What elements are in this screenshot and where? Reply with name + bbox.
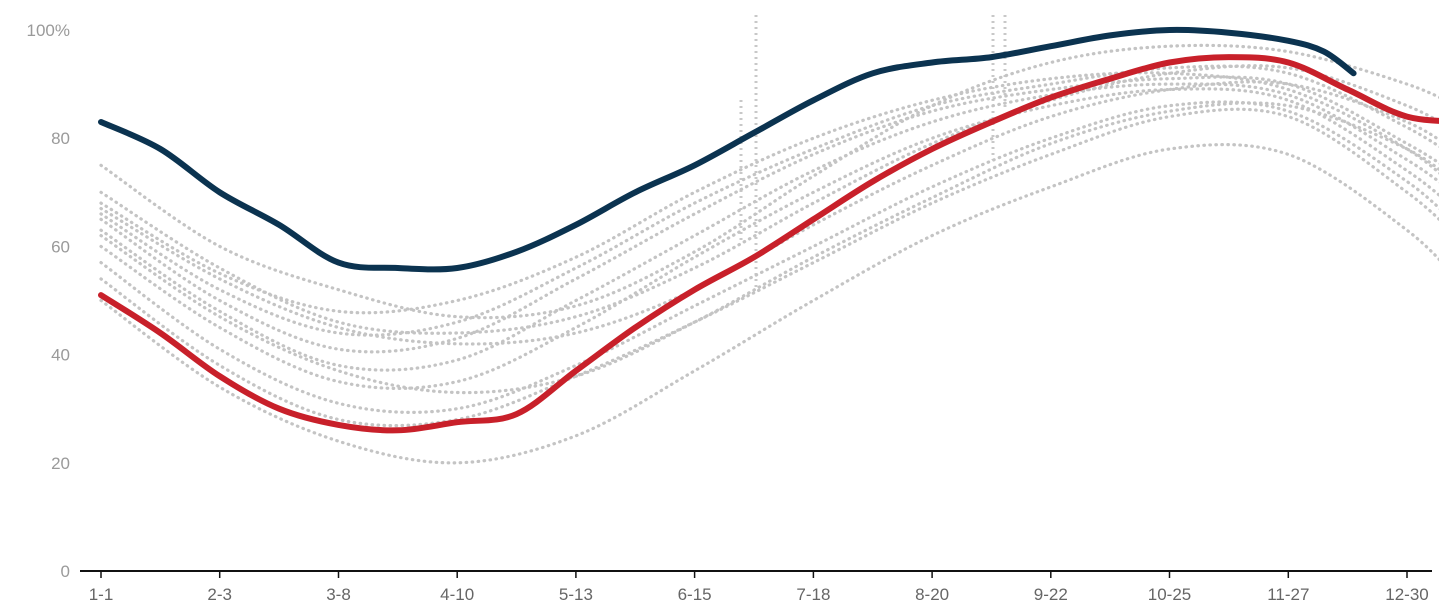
series-line-background [99,143,1439,465]
x-tick-label: 11-27 [1267,585,1309,604]
y-tick-label: 40 [51,346,70,365]
background-series [99,43,1439,465]
x-tick-label: 7-18 [796,585,830,604]
series-line-background [99,75,1439,354]
series-line-background [99,107,1439,428]
x-tick-label: 6-15 [678,585,712,604]
x-tick-label: 9-22 [1034,585,1068,604]
series-line-background [99,82,1439,372]
x-tick-label: 8-20 [915,585,949,604]
y-tick-label: 20 [51,454,70,473]
x-tick-label: 2-3 [207,585,232,604]
series-line-background [99,64,1439,335]
y-tick-label: 0 [61,562,70,581]
x-tick-label: 1-1 [89,585,114,604]
series-line-red [98,54,1439,434]
spike-lines [739,15,1007,290]
series-line-background [99,100,1439,414]
x-tick-label: 4-10 [440,585,474,604]
x-tick-label: 3-8 [326,585,351,604]
series-line-dark [98,26,1357,273]
y-tick-label: 100% [27,21,70,40]
x-tick-label: 10-25 [1148,585,1191,604]
highlight-series [98,26,1439,434]
y-tick-label: 80 [51,129,70,148]
x-tick-label: 12-30 [1385,585,1428,604]
series-line-background [99,64,1439,337]
series-line-background [99,87,1439,390]
y-axis: 100% 80 60 40 20 0 [27,21,70,581]
y-tick-label: 60 [51,237,70,256]
x-tick-label: 5-13 [559,585,593,604]
series-line-background [99,101,1439,395]
x-axis: 1-1 2-3 3-8 4-10 5-13 6-15 7-18 8-20 9-22 10-25 11… [89,571,1429,604]
series-line-background [99,80,1439,346]
